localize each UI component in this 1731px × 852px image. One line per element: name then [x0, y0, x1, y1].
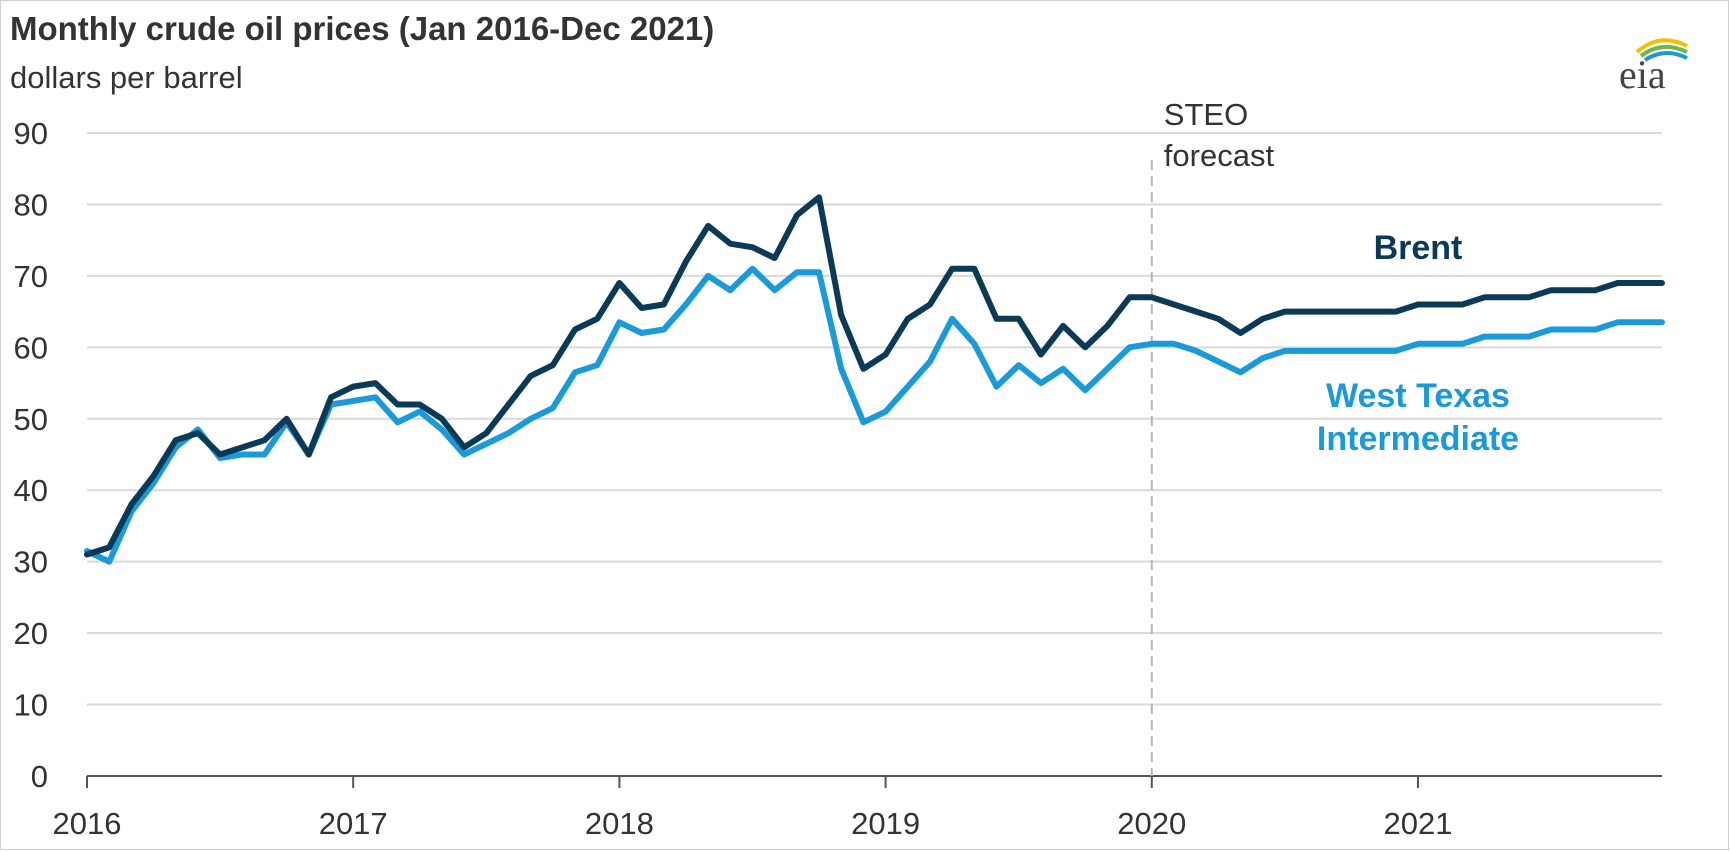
logo-text: eia: [1619, 52, 1666, 97]
x-tick-label: 2021: [1384, 806, 1453, 841]
series-line-brent: [84, 194, 1665, 558]
logo-arc-yellow: [1635, 38, 1688, 54]
y-tick-label: 30: [14, 545, 48, 580]
y-tick-label: 80: [14, 187, 48, 222]
x-axis: 2016 2017 2018 2019 2020 2021: [53, 775, 1662, 841]
eia-logo: eia: [1619, 38, 1688, 97]
chart-subtitle: dollars per barrel: [10, 60, 243, 95]
logo-arc-blue: [1643, 51, 1688, 62]
y-tick-label: 70: [14, 259, 48, 294]
y-tick-label: 20: [14, 616, 48, 651]
series-lines: [84, 194, 1665, 565]
series-label-brent: Brent: [1374, 229, 1463, 267]
forecast-label-line1: STEO: [1164, 97, 1248, 132]
x-tick-label: 2017: [319, 806, 388, 841]
y-tick-label: 0: [31, 759, 48, 794]
x-tick-label: 2020: [1117, 806, 1186, 841]
y-tick-label: 90: [14, 116, 48, 151]
y-axis: 0 10 20 30 40 50 60 70 80 90: [14, 116, 48, 794]
series-label-west-texas-intermediate: Intermediate: [1317, 420, 1519, 458]
series-label-west-texas-intermediate: West Texas: [1326, 377, 1510, 415]
x-tick-label: 2016: [53, 806, 122, 841]
y-tick-label: 60: [14, 330, 48, 365]
series-line-west-texas-intermediate: [84, 265, 1665, 565]
chart-title: Monthly crude oil prices (Jan 2016-Dec 2…: [10, 10, 715, 47]
y-tick-label: 40: [14, 473, 48, 508]
x-tick-label: 2018: [585, 806, 654, 841]
y-tick-label: 50: [14, 402, 48, 437]
forecast-marker: STEO forecast: [1150, 97, 1275, 776]
logo-arc-green: [1639, 44, 1688, 58]
x-tick-label: 2019: [851, 806, 920, 841]
series-labels: Brent West Texas Intermediate: [1317, 229, 1519, 458]
y-tick-label: 10: [14, 688, 48, 723]
gridlines: [87, 132, 1662, 706]
forecast-label-line2: forecast: [1164, 138, 1275, 173]
